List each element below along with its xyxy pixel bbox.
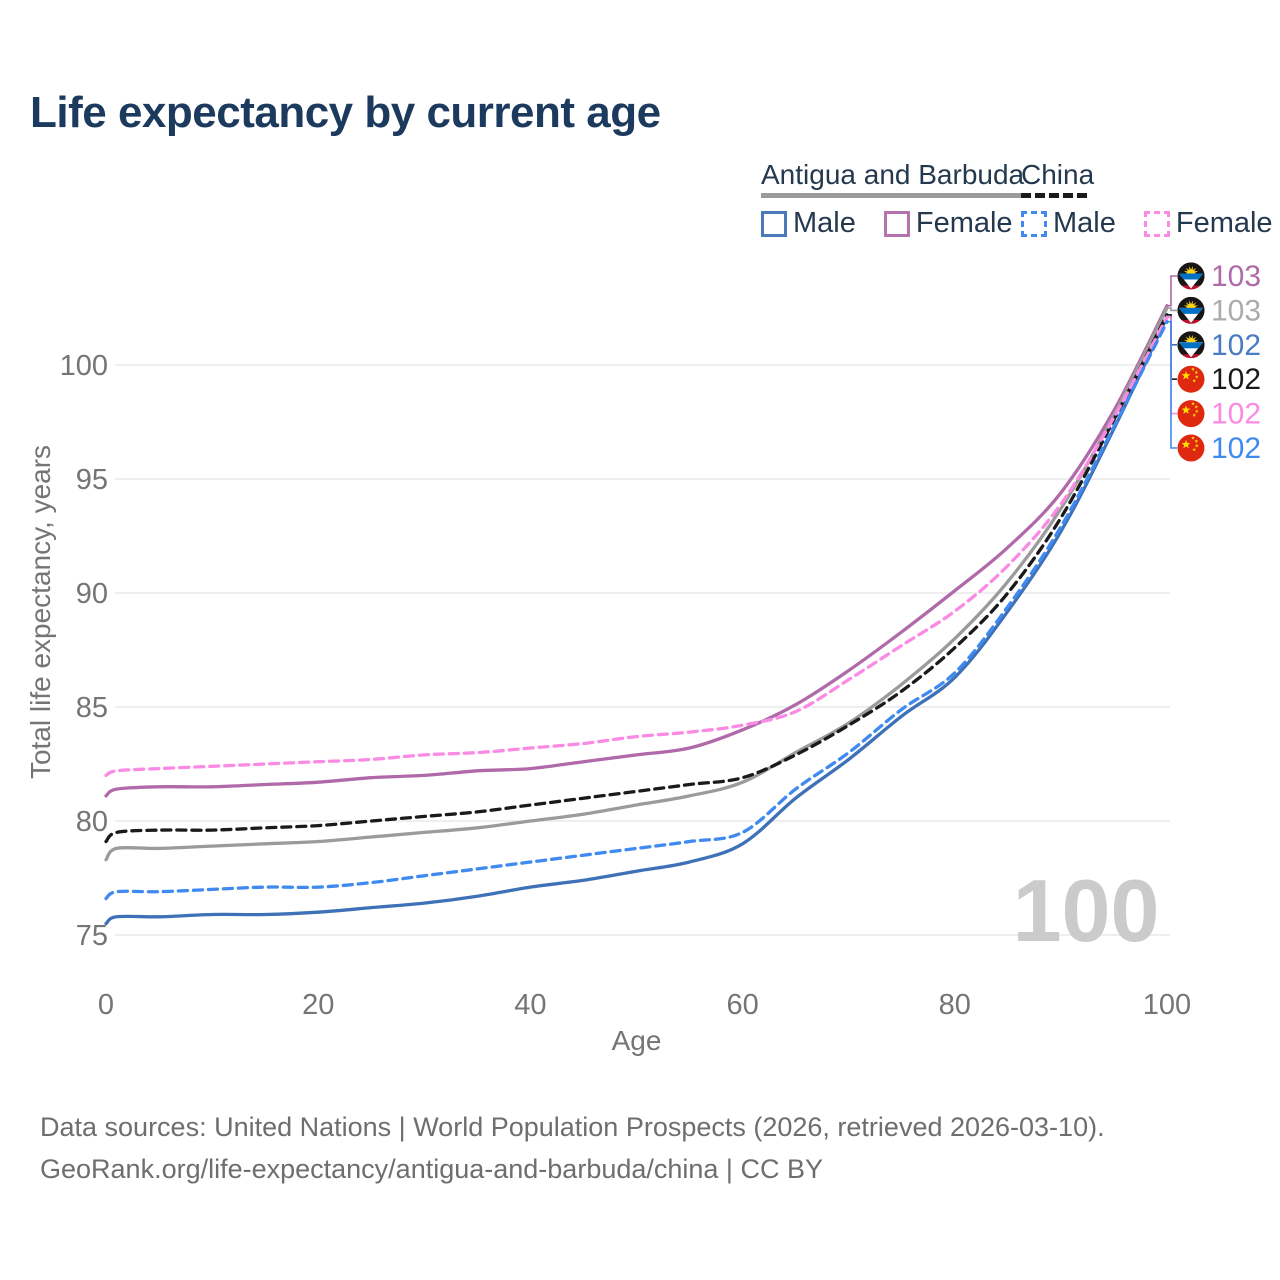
series-line-china-female[interactable] [104,315,1169,778]
x-tick-label: 0 [98,989,114,1021]
x-tick-label: 40 [514,989,546,1021]
male-swatch-icon[interactable] [1021,210,1047,237]
y-tick-label: 95 [76,464,108,496]
series-line-china-male[interactable] [104,320,1169,901]
end-label-leader-line [1167,275,1177,307]
antigua-and-barbuda-flag-icon [1177,296,1205,324]
y-tick-label: 90 [76,578,108,610]
legend-country-line-swatch [1021,193,1087,198]
legend-item-antigua-male[interactable]: Male [761,207,856,240]
x-tick-label: 20 [302,989,334,1021]
end-value-label: 102 [1211,432,1261,465]
end-value-label: 102 [1211,363,1261,396]
series-line-antigua-and-barbuda-total[interactable] [104,306,1169,862]
legend-group-antigua-and-barbuda: Antigua and Barbuda Male Female [761,159,1025,240]
y-axis-title: Total life expectancy, years [25,445,56,779]
series-line-antigua-and-barbuda-male[interactable] [104,315,1169,926]
china-flag-icon [1177,400,1205,428]
end-value-label: 102 [1211,398,1261,431]
legend-group-china: China Male Female [1021,160,1273,240]
china-flag-icon [1177,434,1205,462]
legend-item-label: Male [1053,207,1116,239]
end-label-leader-line [1167,314,1177,380]
legend: Antigua and Barbuda Male Female China Ma… [0,160,1280,240]
legend-item-label: Female [1175,207,1273,239]
x-tick-label: 80 [939,989,971,1021]
end-value-label: 102 [1211,329,1261,362]
sun-glyph [1183,300,1199,308]
y-tick-label: 75 [76,920,108,952]
legend-country-line-swatch [761,193,1025,198]
y-tick-label: 85 [76,692,108,724]
footer: Data sources: United Nations | World Pop… [40,1106,1105,1190]
age-watermark: 100 [1013,861,1160,960]
end-label-leader-line [1167,320,1177,449]
series-line-antigua-and-barbuda-female[interactable] [104,304,1169,798]
china-flag-icon [1177,365,1205,393]
legend-item-label: Male [793,207,856,239]
legend-item-label: Female [915,207,1013,239]
attribution-text: GeoRank.org/life-expectancy/antigua-and-… [40,1154,823,1184]
x-axis-title: Age [612,1025,662,1056]
legend-item-antigua-female[interactable]: Female [883,207,1013,240]
page-title: Life expectancy by current age [30,88,661,137]
legend-item-china-male[interactable]: Male [1021,207,1116,240]
end-label-leader-line [1167,307,1177,312]
male-swatch-icon[interactable] [761,210,787,237]
female-swatch-icon[interactable] [883,210,910,237]
legend-country-label: Antigua and Barbuda [761,159,1025,190]
x-tick-label: 100 [1143,989,1191,1021]
end-value-label: 103 [1211,294,1261,327]
antigua-and-barbuda-flag-icon [1177,331,1205,359]
y-tick-label: 80 [76,806,108,838]
series-line-china-total[interactable] [104,313,1169,844]
female-swatch-icon[interactable] [1143,210,1170,237]
antigua-and-barbuda-flag-icon [1177,262,1205,290]
legend-item-china-female[interactable]: Female [1143,207,1273,240]
sun-glyph [1183,266,1199,274]
legend-country-label: China [1021,159,1095,190]
data-sources-text: Data sources: United Nations | World Pop… [40,1112,1105,1142]
y-tick-label: 100 [60,350,108,382]
end-value-label: 103 [1211,260,1261,293]
sun-glyph [1183,334,1199,343]
x-tick-label: 60 [726,989,758,1021]
